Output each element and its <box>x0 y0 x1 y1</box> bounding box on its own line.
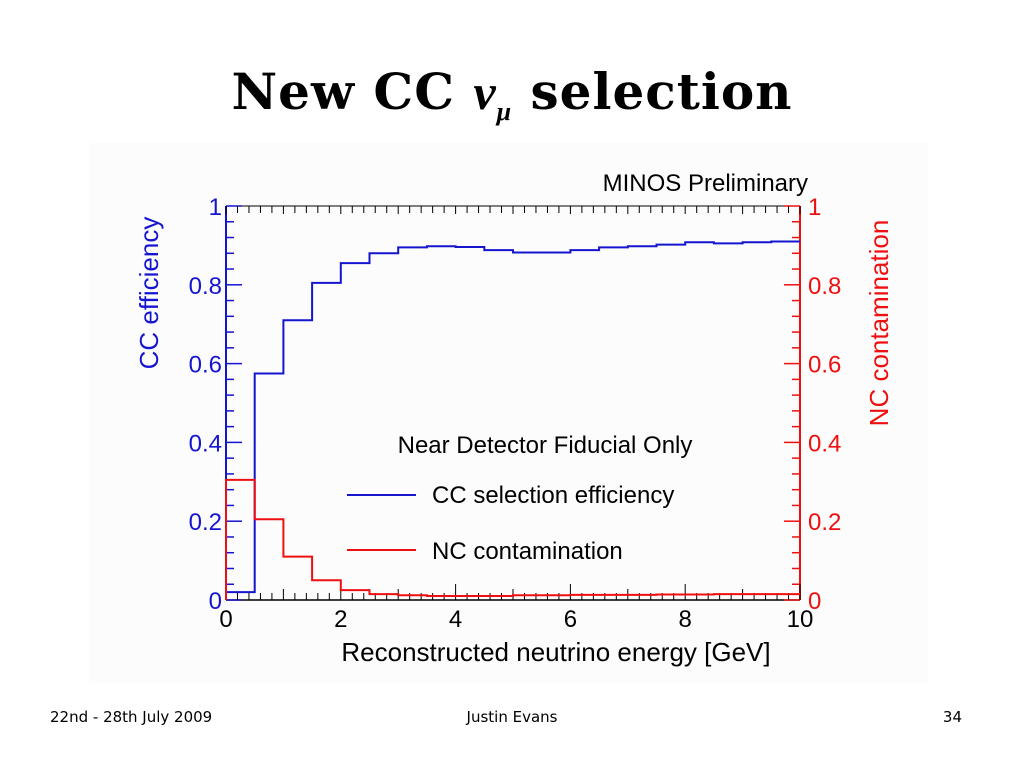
bottom-tick-label: 2 <box>334 606 347 633</box>
bottom-tick-label: 6 <box>564 606 577 633</box>
slide-title: New CC νμ selection <box>0 62 1024 127</box>
bottom-tick-label: 0 <box>219 606 232 633</box>
title-suffix: selection <box>512 62 793 121</box>
legend: CC selection efficiency NC contamination <box>347 482 674 565</box>
right-tick-label: 0.6 <box>808 352 841 379</box>
left-tick-label: 0.8 <box>189 273 222 300</box>
right-tick-label: 1 <box>808 194 821 221</box>
title-mu-subscript: μ <box>496 97 513 126</box>
right-tick-label: 0.8 <box>808 273 841 300</box>
right-axis-ticks: 0 0.2 0.4 0.6 0.8 1 <box>784 194 841 615</box>
left-tick-label: 0 <box>209 588 222 615</box>
chart-title: MINOS Preliminary <box>603 170 808 197</box>
title-nu-symbol: ν <box>473 64 497 120</box>
footer-date: 22nd - 28th July 2009 <box>50 708 213 726</box>
left-y-axis-label: CC efficiency <box>134 217 164 370</box>
right-y-axis-label: NC contamination <box>864 220 894 427</box>
left-tick-label: 0.4 <box>189 430 222 457</box>
right-tick-label: 0.2 <box>808 509 841 536</box>
nc-contamination-series <box>225 478 800 600</box>
bottom-tick-label: 4 <box>449 606 462 633</box>
cc-efficiency-series <box>225 240 800 600</box>
bottom-axis-ticks: 0 2 4 6 8 10 <box>219 206 813 633</box>
legend-cc-label: CC selection efficiency <box>432 482 674 509</box>
footer-author: Justin Evans <box>466 708 558 726</box>
left-tick-label: 1 <box>209 194 222 221</box>
bottom-tick-label: 8 <box>679 606 692 633</box>
left-tick-label: 0.6 <box>189 352 222 379</box>
right-tick-label: 0 <box>808 588 821 615</box>
legend-nc-label: NC contamination <box>432 538 623 565</box>
chart-annotation: Near Detector Fiducial Only <box>398 432 693 459</box>
title-prefix: New CC <box>231 62 474 121</box>
left-axis-ticks: 0 0.2 0.4 0.6 0.8 1 <box>189 194 242 615</box>
x-axis-label: Reconstructed neutrino energy [GeV] <box>341 637 770 667</box>
left-tick-label: 0.2 <box>189 509 222 536</box>
bottom-tick-label: 10 <box>787 606 814 633</box>
right-tick-label: 0.4 <box>808 430 841 457</box>
series-lines <box>225 240 800 600</box>
footer-page-number: 34 <box>942 708 962 726</box>
